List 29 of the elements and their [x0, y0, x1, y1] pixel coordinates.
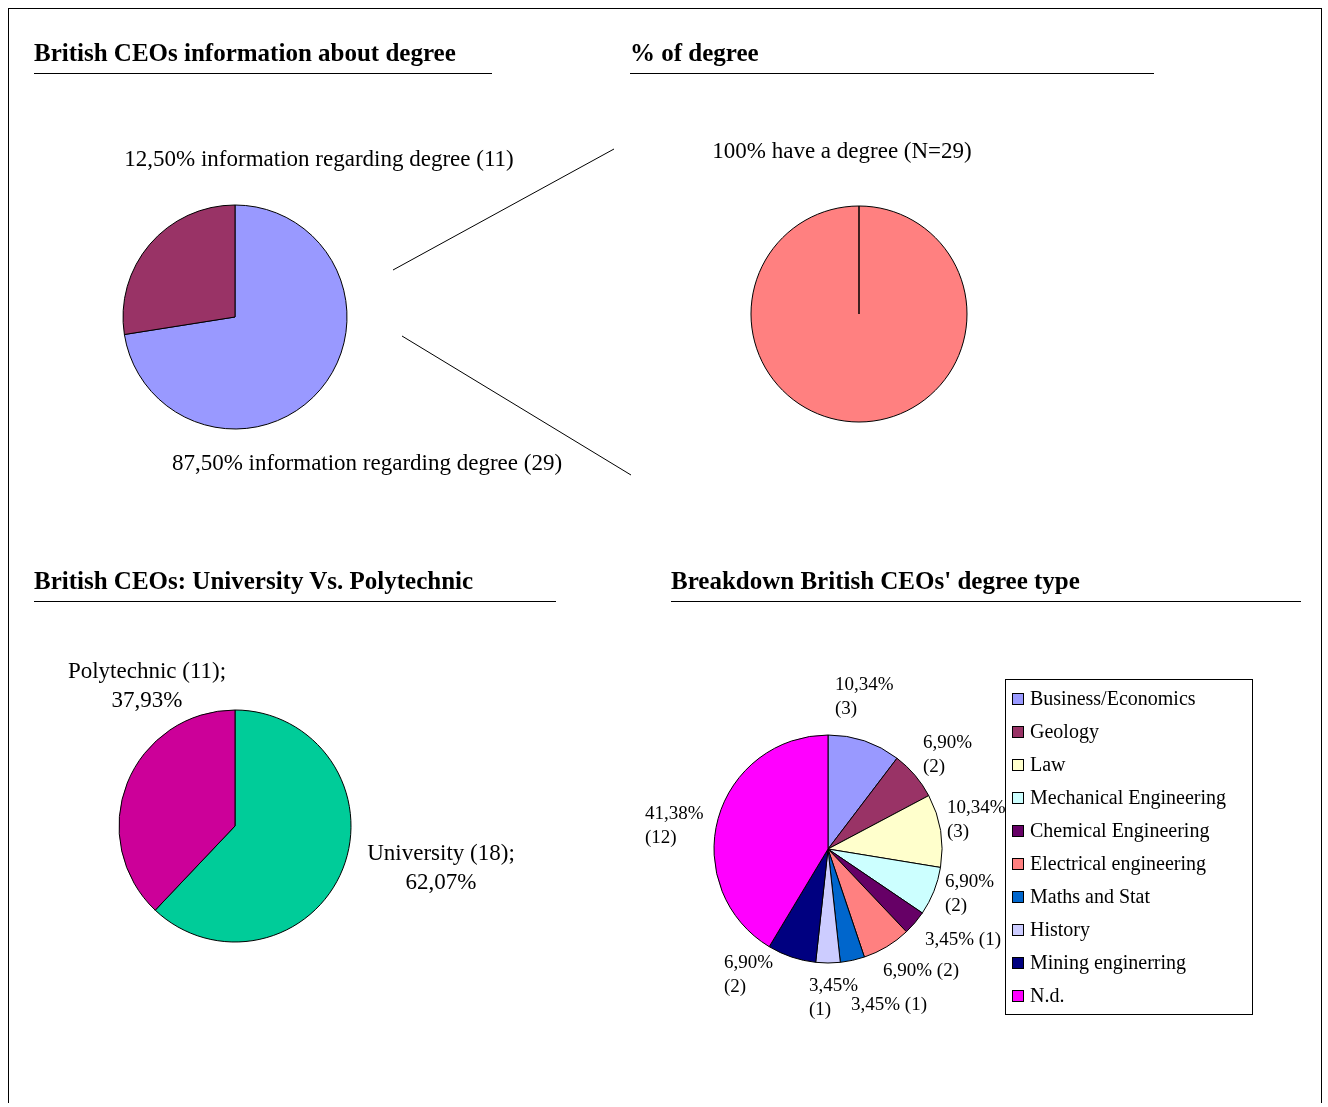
- data-label: 10,34% (3): [835, 673, 894, 720]
- data-label: 3,45% (1): [925, 928, 1001, 951]
- legend-label: Law: [1030, 753, 1066, 776]
- legend-label: Electrical engineering: [1030, 852, 1207, 875]
- data-label: 87,50% information regarding degree (29): [171, 450, 563, 476]
- legend-label: Chemical Engineering: [1030, 819, 1210, 842]
- legend-label: History: [1030, 918, 1090, 941]
- data-label: 6,90% (2): [945, 870, 995, 917]
- data-label: 100% have a degree (N=29): [712, 138, 972, 164]
- data-label: University (18); 62,07%: [367, 840, 515, 895]
- data-label: 6,90% (2): [923, 731, 973, 778]
- data-label: 12,50% information regarding degree (11): [124, 146, 514, 172]
- chart-title: % of degree: [630, 39, 1154, 74]
- legend-label: Business/Economics: [1030, 687, 1196, 710]
- data-label: 10,34% (3): [947, 796, 1006, 843]
- legend-label: Geology: [1030, 720, 1099, 743]
- data-label: 6,90% (2): [883, 959, 959, 982]
- chart-title: British CEOs: University Vs. Polytechnic: [34, 567, 556, 602]
- data-label: Polytechnic (11); 37,93%: [67, 658, 227, 713]
- legend-label: N.d.: [1030, 984, 1065, 1007]
- legend-label: Maths and Stat: [1030, 885, 1150, 908]
- data-label: 41,38% (12): [645, 802, 704, 849]
- data-label: 6,90% (2): [724, 951, 774, 998]
- chart-title: British CEOs information about degree: [34, 39, 492, 74]
- data-label: 3,45% (1): [851, 993, 927, 1016]
- chart-title: Breakdown British CEOs' degree type: [671, 567, 1301, 602]
- legend-label: Mining enginerring: [1030, 951, 1187, 974]
- legend-label: Mechanical Engineering: [1030, 786, 1227, 809]
- pie-slice: [123, 204, 348, 430]
